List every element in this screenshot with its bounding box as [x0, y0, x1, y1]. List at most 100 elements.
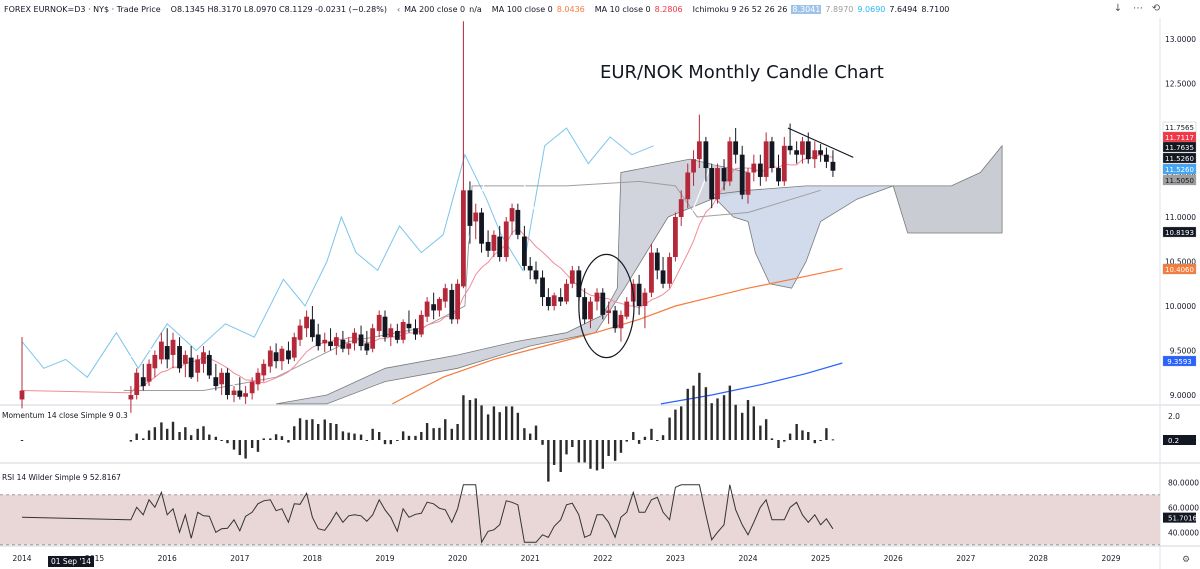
momentum-bar	[661, 435, 665, 440]
price-tick: 12.5000	[1165, 80, 1196, 89]
price-badge	[1162, 226, 1197, 238]
settings-gear-icon: ⚙	[1182, 555, 1190, 565]
circle-annotation[interactable]	[578, 253, 635, 359]
candle	[527, 257, 533, 280]
momentum-bar	[734, 404, 737, 440]
candle-body	[805, 141, 811, 160]
candle	[600, 288, 606, 320]
symbol-label[interactable]: FOREX EURNOK=D3 · NY$ · Trade Price	[4, 4, 161, 14]
refresh-icon[interactable]: ⟲	[1151, 3, 1161, 14]
momentum-bar	[788, 433, 792, 440]
ma10-legend[interactable]: MA 10 close 0 8.2806	[595, 5, 683, 14]
momentum-bar	[323, 419, 326, 440]
ma10-line	[21, 154, 833, 394]
momentum-bar	[619, 440, 623, 453]
momentum-bar	[450, 428, 453, 440]
candle	[721, 159, 727, 191]
momentum-bar	[534, 425, 538, 440]
momentum-bar	[371, 428, 374, 440]
ma100-legend[interactable]: MA 100 close 0 8.0436	[492, 5, 585, 14]
candles-group[interactable]	[19, 21, 836, 413]
candle	[491, 230, 497, 258]
momentum-bar	[262, 438, 265, 440]
candle-body	[569, 270, 575, 284]
rsi-legend[interactable]: RSI 14 Wilder Simple 9 52.8167	[2, 473, 121, 482]
time-tick: 2015	[85, 554, 104, 563]
candle-body	[225, 372, 230, 395]
momentum-bar	[311, 419, 314, 440]
momentum-tick: 2.0	[1168, 412, 1180, 421]
ma200-legend[interactable]: ‹ MA 200 close 0 n/a	[397, 5, 482, 14]
candle-body	[249, 381, 255, 394]
chart-title-annotation[interactable]: EUR/NOK Monthly Candle Chart	[600, 62, 884, 83]
candle	[315, 323, 321, 351]
ichimoku-legend[interactable]: Ichimoku 9 26 52 26 26 8.3041 7.8970 9.0…	[693, 4, 949, 14]
price-tick: 10.5000	[1165, 258, 1196, 267]
candle	[333, 332, 339, 355]
candle	[286, 341, 291, 364]
momentum-bar	[510, 406, 514, 440]
candle	[358, 325, 364, 351]
kijun-line	[123, 180, 821, 391]
momentum-bar	[831, 439, 835, 441]
momentum-bar	[698, 372, 701, 440]
candle-body	[382, 316, 388, 338]
candle-body	[370, 328, 376, 349]
candle	[424, 297, 430, 323]
candle	[170, 332, 176, 369]
momentum-bar	[668, 417, 671, 440]
candle-body	[297, 325, 303, 340]
price-axis[interactable]: 13.000012.500012.000011.500011.000010.50…	[1165, 35, 1196, 400]
time-tick: 2014	[12, 554, 31, 563]
candle	[352, 328, 357, 351]
momentum-bar	[208, 434, 211, 440]
rsi-value-badge	[1163, 512, 1196, 523]
time-tick: 2019	[375, 554, 394, 563]
candle-body	[182, 354, 188, 364]
candle	[691, 150, 696, 186]
candle-body	[273, 352, 279, 362]
ma100-label: MA 100 close 0	[491, 4, 553, 14]
candle-body	[618, 314, 624, 329]
candle	[406, 310, 412, 333]
download-arrow-icon[interactable]: ↓	[1113, 3, 1123, 14]
momentum-bar	[764, 419, 768, 440]
candle	[612, 306, 618, 333]
indicator-axes: 2.0 0.2 80.0000 60.0000 40.0000 51.7016	[1163, 412, 1199, 537]
more-dots-icon[interactable]: ⋯	[1133, 3, 1143, 14]
candle	[297, 319, 303, 347]
cloud-bullish	[710, 185, 894, 289]
candle	[158, 332, 164, 364]
candle-body	[442, 288, 448, 302]
time-axis[interactable]: 2014 2015 2016 2017 2018 2019 2020 2021 2022 2023…	[12, 554, 1190, 565]
momentum-legend[interactable]: Momentum 14 close Simple 9 0.3	[2, 411, 128, 420]
momentum-bar	[716, 398, 719, 440]
momentum-bar	[740, 412, 744, 440]
ma100-line	[392, 268, 843, 405]
momentum-bar	[341, 431, 345, 440]
candle-body	[727, 141, 733, 182]
candle	[206, 350, 212, 379]
candle-body	[479, 212, 484, 244]
candle	[442, 283, 448, 308]
ma10-value: 8.2806	[654, 4, 683, 14]
candle-body	[545, 297, 551, 306]
momentum-bar	[801, 430, 804, 440]
momentum-bar	[274, 434, 278, 440]
momentum-bar	[468, 400, 472, 440]
candle-body	[527, 265, 533, 271]
collapse-icon[interactable]: ‹	[396, 4, 401, 14]
trendline[interactable]	[787, 127, 854, 158]
price-badge-label: 11.5260	[1165, 166, 1194, 174]
price-tick: 9.0000	[1170, 391, 1196, 400]
momentum-bar	[595, 440, 599, 471]
candle-body	[594, 292, 600, 302]
candle-body	[255, 372, 261, 385]
momentum-bar	[746, 400, 750, 440]
time-tick: 2029	[1101, 554, 1120, 563]
momentum-bar	[807, 432, 810, 440]
price-tick: 11.0000	[1165, 213, 1196, 222]
rsi-tick: 80.0000	[1168, 478, 1199, 487]
candle	[515, 203, 521, 240]
